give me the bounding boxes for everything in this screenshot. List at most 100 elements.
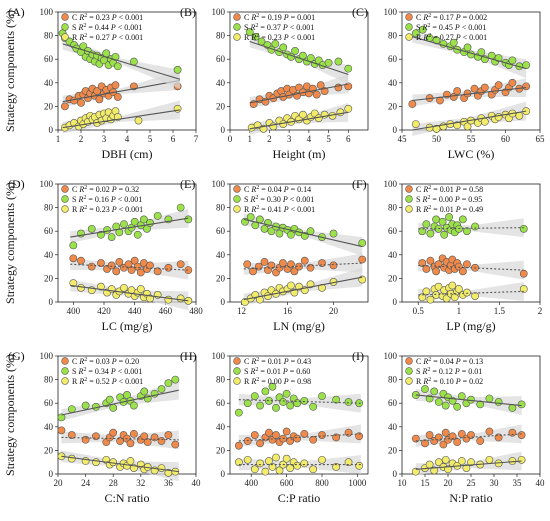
y-tick-label: 100 [384,7,398,17]
legend-entry: R R2 = 0.23 P < 0.001 [233,33,315,42]
data-point [256,439,264,448]
data-point [300,429,309,438]
data-point [67,405,76,413]
series-c [249,74,353,109]
legend-label: R R2 = 0.23 P < 0.001 [244,33,315,42]
data-point [243,455,252,464]
x-tick-label: 25 [467,478,477,488]
data-point [329,261,338,270]
data-point [267,227,276,236]
legend-entry: C R2 = 0.03 P = 0.20 [61,357,139,366]
legend-label: R R2 = 0.23 P < 0.001 [72,205,143,214]
data-point [256,401,264,410]
data-point [111,52,120,61]
legend-marker [233,195,241,203]
data-point [291,47,299,55]
data-point [434,282,443,291]
legend-marker [233,205,241,213]
panel-label: (E) [180,177,195,191]
data-point [318,392,326,401]
data-point [164,295,173,304]
trend-line [415,433,522,442]
data-point [318,455,326,464]
trend-line [61,436,179,441]
data-point [176,260,185,269]
x-tick-label: 400 [67,306,81,316]
data-point [453,121,462,130]
x-axis-title: LN (mg/g) [273,319,325,333]
legend-marker [61,33,69,41]
panel-b: (B) 0 20 40 60 80 100 0 1 2 3 4 5 6 Height (m) C R2 = 0… [180,5,369,161]
legend-entry: C R2 = 0.01 P = 0.58 [405,185,483,194]
data-point [171,440,180,449]
x-tick-label: 3 [287,134,292,144]
data-point [282,454,291,463]
data-point [318,431,326,439]
data-point [470,84,479,93]
data-point [261,387,270,396]
x-axis-title: C:P ratio [278,491,321,505]
x-axis-title: LP (mg/g) [446,319,495,333]
legend-marker [233,13,241,21]
x-tick-label: 0.5 [413,306,425,316]
data-point [243,399,252,408]
y-tick-label: 20 [388,101,398,111]
data-point [255,215,264,224]
y-tick-label: 0 [49,469,54,479]
y-tick-label: 20 [216,101,226,111]
data-point [93,87,101,95]
x-tick-label: 65 [536,134,546,144]
panel-label: (C) [352,5,368,19]
data-point [434,458,443,467]
legend-marker [405,357,413,365]
data-point [146,261,154,270]
trend-line [418,290,524,296]
x-tick-label: 12 [237,306,246,316]
data-point [458,267,467,276]
y-tick-label: 0 [393,125,398,135]
series-s [411,385,526,415]
legend-marker [405,185,413,193]
data-point [176,294,185,303]
legend-label: R R2 = 0.00 P = 0.98 [244,377,311,386]
data-point [515,111,524,120]
plot-frame [57,355,197,475]
x-tick-label: 1 [247,134,252,144]
data-point [336,108,345,117]
data-point [293,399,302,408]
series-r [241,267,367,306]
series-r [61,100,182,134]
data-point [457,429,466,438]
legend-label: S R2 = 0.30 P < 0.001 [244,195,314,204]
data-point [95,95,104,104]
series-c [57,426,180,450]
legend-label: C R2 = 0.03 P = 0.20 [72,357,139,366]
y-tick-label: 100 [212,351,226,361]
series-r [234,453,364,476]
x-tick-label: 0 [228,134,233,144]
data-point [300,459,309,468]
data-point [81,457,90,465]
data-point [77,283,85,292]
trend-line [418,264,524,271]
trend-line [238,433,361,442]
data-point [441,455,450,464]
legend-entry: S R2 = 0.37 P < 0.001 [233,23,314,32]
legend-entry: R R2 = 0.41 P < 0.001 [233,205,315,214]
y-tick-label: 80 [44,203,54,213]
panel-h: (H) 0 20 40 60 80 100 400 600 800 1000 C:P ratio C R… [180,349,369,505]
data-point [250,465,259,474]
data-point [260,224,269,233]
series-c [69,254,193,280]
data-point [448,281,457,290]
data-point [522,82,531,91]
data-point [164,263,173,272]
data-point [120,220,128,229]
legend-entry: C R2 = 0.17 P = 0.002 [405,13,487,22]
trend-line [415,460,522,470]
data-point [462,464,471,472]
data-point [422,287,431,296]
y-tick-label: 80 [388,203,398,213]
